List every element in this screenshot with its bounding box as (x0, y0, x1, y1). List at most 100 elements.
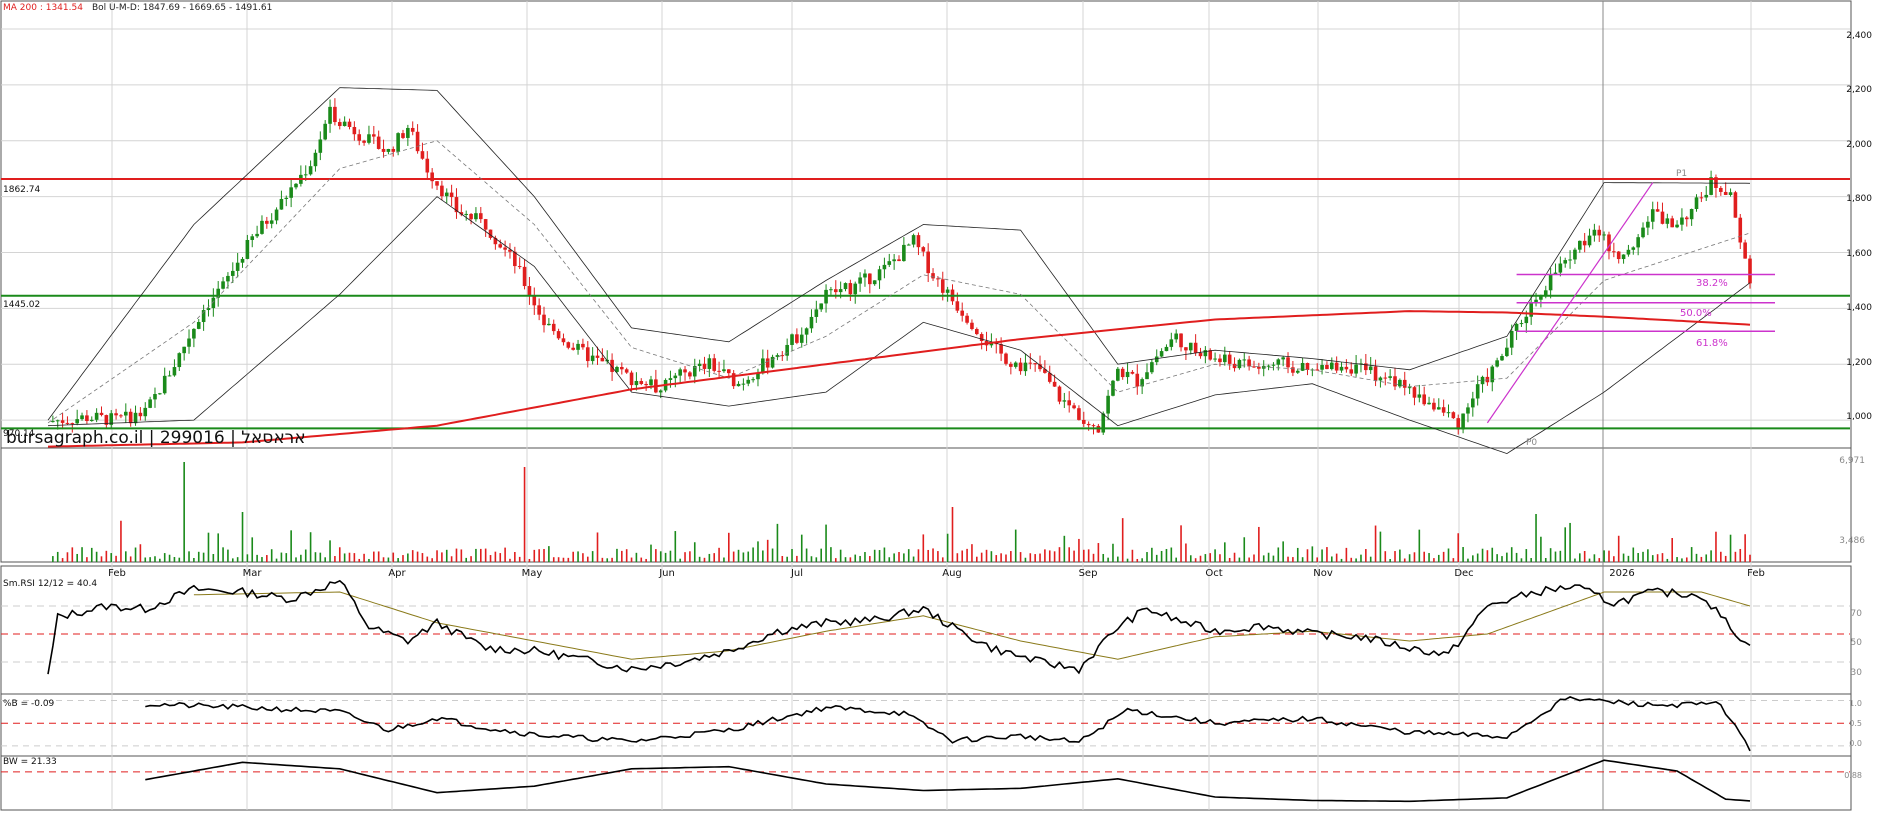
candle-body (1179, 333, 1183, 348)
candle-body (1519, 323, 1524, 325)
candle-body (1072, 405, 1076, 409)
candle-body (882, 264, 887, 270)
volume-bar (625, 549, 628, 562)
volume-bar (1224, 542, 1226, 562)
volume-bar (1720, 551, 1722, 562)
volume-bar (1160, 550, 1163, 562)
candle-body (906, 244, 911, 246)
volume-bar (1559, 550, 1562, 562)
volume-bar (659, 551, 662, 562)
volume-bar (460, 549, 463, 562)
volume-bar (825, 524, 827, 562)
rsi-signal-line (193, 591, 1751, 660)
volume-bar (270, 549, 273, 562)
volume-bar (582, 553, 584, 562)
volume-bar (343, 553, 346, 562)
candle-body (1573, 249, 1577, 260)
volume-bar (1588, 558, 1591, 562)
price-tick: 1,000 (1846, 412, 1872, 422)
volume-bar (1272, 555, 1275, 562)
volume-bar (630, 557, 633, 562)
candle-body (167, 375, 172, 377)
volume-bar (1447, 548, 1450, 562)
volume-bar (1403, 558, 1406, 562)
volume-bar (757, 541, 759, 562)
candle-body (936, 278, 940, 280)
candle-body (1344, 366, 1349, 370)
candle-body (829, 289, 833, 291)
panel-frame (0, 755, 1852, 811)
candle-body (60, 420, 65, 423)
volume-bar (1044, 549, 1046, 562)
volume-bar (1063, 535, 1066, 562)
candle-body (206, 308, 211, 311)
volume-bar (86, 557, 88, 562)
candle-body (114, 413, 118, 416)
candle-body (1286, 357, 1290, 368)
price-tick: 2,200 (1846, 85, 1872, 95)
fib-point-p1: P1 (1676, 169, 1687, 179)
bollinger-middle-line (47, 140, 1751, 424)
candle-body (162, 375, 167, 394)
candle-body (1281, 357, 1285, 360)
candle-body (1548, 274, 1553, 291)
volume-bar (1365, 549, 1367, 562)
candle-body (1398, 379, 1402, 387)
candle-body (1466, 407, 1470, 414)
volume-bar (314, 552, 317, 562)
candle-body (1709, 177, 1713, 195)
volume-bar (1472, 555, 1474, 562)
candle-body (911, 235, 916, 245)
volume-bar (732, 551, 735, 562)
candle-body (1534, 299, 1538, 303)
volume-bar (1340, 558, 1343, 562)
candle-body (897, 259, 901, 262)
candle-body (124, 411, 128, 416)
volume-bar (1574, 558, 1576, 562)
volume-bar (1092, 553, 1095, 562)
candle-body (1612, 251, 1616, 253)
candle-body (702, 363, 707, 369)
volume-bar (373, 551, 375, 562)
volume-bar (1418, 529, 1421, 562)
volume-bar (1476, 553, 1479, 562)
volume-bar (411, 550, 414, 562)
month-label: May (522, 568, 543, 579)
volume-bar (1676, 557, 1678, 562)
candle-body (133, 412, 138, 424)
candle-body (1198, 352, 1203, 357)
volume-bar (1593, 554, 1596, 562)
candle-body (1295, 370, 1300, 373)
candle-body (1733, 192, 1738, 218)
candle-body (274, 209, 279, 221)
volume-bar (436, 550, 438, 562)
volume-bar (115, 555, 117, 562)
volume-bar (154, 556, 156, 562)
candle-body (1427, 402, 1431, 405)
volume-bar (1724, 555, 1727, 562)
volume-bar (849, 557, 852, 562)
volume-tick: 3,486 (1839, 536, 1865, 546)
candle-body (1208, 350, 1213, 360)
candle-body (1125, 371, 1130, 378)
candle-body (1646, 221, 1650, 228)
volume-bar (1058, 547, 1061, 562)
candle-body (1349, 369, 1354, 374)
percent-b-tick: 0.5 (1849, 719, 1862, 728)
candle-body (1461, 413, 1465, 430)
candle-body (1500, 356, 1504, 361)
volume-bar (1491, 547, 1494, 562)
candle-body (838, 289, 843, 293)
candle-body (1325, 365, 1329, 370)
candle-body (367, 134, 371, 143)
candle-body (945, 289, 950, 293)
volume-bar (1647, 549, 1649, 562)
volume-bar (533, 549, 536, 562)
volume-bar (781, 556, 784, 562)
candle-body (508, 249, 512, 252)
candle-body (94, 412, 99, 420)
candle-body (1364, 363, 1368, 371)
volume-bar (1632, 547, 1635, 562)
candle-body (158, 393, 162, 395)
candle-body (683, 369, 687, 373)
